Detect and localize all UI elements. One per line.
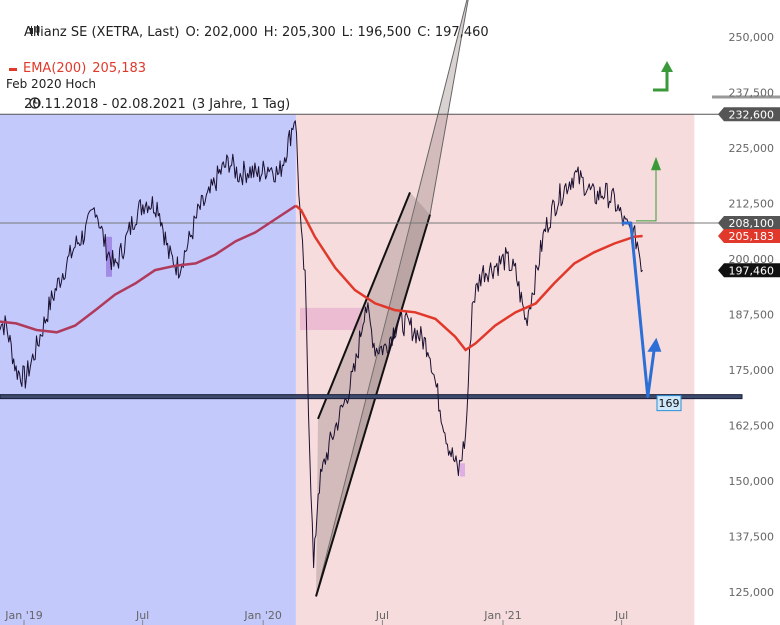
legend-close: C: 197,460 [417, 25, 489, 40]
y-tick-label: 237,500 [729, 87, 775, 100]
y-tick-label: 175,000 [729, 364, 775, 377]
purple-marker [106, 236, 112, 277]
series-layer [0, 120, 643, 569]
support-label-box [656, 395, 682, 412]
green-small-arrow-head [651, 156, 661, 171]
forecast-arrow-head [647, 337, 662, 352]
green-small-arrow [636, 170, 657, 222]
pink-gap-marker [300, 307, 362, 331]
x-tick-label: Jan '20 [243, 609, 281, 622]
support-169-band [0, 394, 743, 400]
y-tick-label: 212,500 [729, 198, 775, 211]
legend-ema-value: 205,183 [92, 61, 147, 76]
bearish-zone [295, 114, 695, 625]
legend-title: Allianz SE (XETRA, Last) [24, 25, 180, 40]
forecast-path [621, 221, 656, 399]
price-series-line [0, 120, 643, 569]
x-tick-label: Jul [135, 609, 149, 622]
price-tag-208100 [718, 216, 780, 231]
green-large-arrow [653, 68, 669, 92]
background-zones [0, 114, 695, 625]
legend-title-row: Allianz SE (XETRA, Last) O: 202,000 H: 2… [6, 6, 495, 60]
line-dash-icon [9, 67, 17, 71]
price-tag-205183 [718, 228, 780, 243]
price-tag-text: 232,600 [729, 108, 775, 121]
channel-upper-line [317, 192, 411, 420]
green-large-arrow-head [661, 61, 673, 72]
x-axis: Jan '19 Jul Jan '20 Jul Jan '21 Jul [4, 609, 628, 625]
x-tick-label: Jan '19 [4, 609, 42, 622]
bullish-zone [0, 114, 296, 625]
y-tick-label: 225,000 [729, 142, 775, 155]
overlay-annotations: 169 [621, 61, 682, 412]
legend-open: O: 202,000 [185, 25, 258, 40]
price-tag-text: 197,460 [729, 264, 775, 277]
legend-ema-row: EMA(200) 205,183 [6, 60, 495, 78]
purple-small-marker [460, 463, 465, 477]
legend-high: H: 205,300 [263, 25, 336, 40]
y-tick-label: 150,000 [729, 475, 775, 488]
legend-low: L: 196,500 [341, 25, 412, 40]
candlestick-icon [6, 6, 40, 60]
price-tag-text: 205,183 [729, 230, 775, 243]
ema-series-line-early [0, 204, 297, 334]
price-tag-text: 208,100 [729, 217, 775, 230]
price-tag-197460 [718, 263, 780, 278]
y-tick-label: 187,500 [729, 309, 775, 322]
feb-2020-high-label: Feb 2020 Hoch [6, 77, 96, 91]
y-tick-label: 250,000 [729, 31, 775, 44]
x-tick-label: Jan '21 [483, 609, 521, 622]
y-tick-label: 125,000 [729, 586, 775, 599]
y-axis: 125,000 137,500 150,000 162,500 175,000 187,5… [729, 31, 775, 599]
support-label-text: 169 [659, 397, 680, 410]
horizontal-levels [0, 95, 780, 400]
x-tick-label: Jul [614, 609, 628, 622]
chart-legend: Allianz SE (XETRA, Last) O: 202,000 H: 2… [6, 6, 495, 132]
y-tick-label: 200,000 [729, 253, 775, 266]
legend-date-range: 20.11.2018 - 02.08.2021 [24, 97, 186, 112]
clock-icon [6, 78, 41, 132]
y-tick-label: 162,500 [729, 420, 775, 433]
y-tick-label: 137,500 [729, 531, 775, 544]
price-tag-232600 [718, 107, 780, 122]
legend-period: (3 Jahre, 1 Tag) [191, 97, 291, 112]
channel-lower-line [315, 214, 431, 597]
ema-series-line [295, 204, 643, 352]
legend-date-row: 20.11.2018 - 02.08.2021 (3 Jahre, 1 Tag) [6, 78, 495, 132]
legend-ema-label: EMA(200) [23, 61, 87, 76]
x-tick-label: Jul [375, 609, 389, 622]
